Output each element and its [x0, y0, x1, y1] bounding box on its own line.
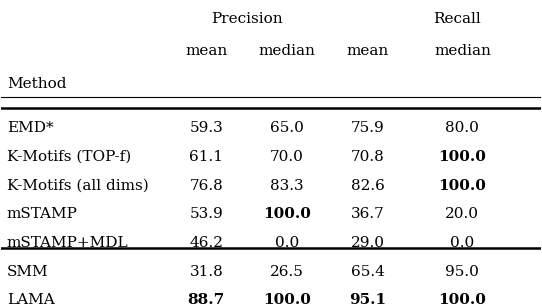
- Text: 20.0: 20.0: [446, 207, 480, 221]
- Text: 70.8: 70.8: [351, 150, 385, 164]
- Text: mean: mean: [347, 44, 389, 58]
- Text: Method: Method: [7, 76, 66, 91]
- Text: 100.0: 100.0: [263, 207, 311, 221]
- Text: mSTAMP: mSTAMP: [7, 207, 78, 221]
- Text: 0.0: 0.0: [450, 236, 475, 250]
- Text: 31.8: 31.8: [189, 265, 223, 279]
- Text: 65.4: 65.4: [351, 265, 385, 279]
- Text: Precision: Precision: [211, 12, 282, 26]
- Text: 26.5: 26.5: [270, 265, 304, 279]
- Text: mSTAMP+MDL: mSTAMP+MDL: [7, 236, 128, 250]
- Text: median: median: [259, 44, 315, 58]
- Text: LAMA: LAMA: [7, 293, 55, 306]
- Text: SMM: SMM: [7, 265, 48, 279]
- Text: 100.0: 100.0: [438, 150, 486, 164]
- Text: K-Motifs (TOP-f): K-Motifs (TOP-f): [7, 150, 131, 164]
- Text: 76.8: 76.8: [189, 179, 223, 193]
- Text: mean: mean: [185, 44, 228, 58]
- Text: 100.0: 100.0: [438, 293, 486, 306]
- Text: median: median: [434, 44, 491, 58]
- Text: Recall: Recall: [433, 12, 481, 26]
- Text: 29.0: 29.0: [351, 236, 385, 250]
- Text: EMD*: EMD*: [7, 121, 54, 136]
- Text: 88.7: 88.7: [188, 293, 225, 306]
- Text: 46.2: 46.2: [189, 236, 223, 250]
- Text: 75.9: 75.9: [351, 121, 385, 136]
- Text: 70.0: 70.0: [270, 150, 304, 164]
- Text: 95.0: 95.0: [446, 265, 479, 279]
- Text: 53.9: 53.9: [189, 207, 223, 221]
- Text: 95.1: 95.1: [350, 293, 386, 306]
- Text: 61.1: 61.1: [189, 150, 223, 164]
- Text: 36.7: 36.7: [351, 207, 385, 221]
- Text: 82.6: 82.6: [351, 179, 385, 193]
- Text: 100.0: 100.0: [263, 293, 311, 306]
- Text: 65.0: 65.0: [270, 121, 304, 136]
- Text: 83.3: 83.3: [270, 179, 304, 193]
- Text: 0.0: 0.0: [275, 236, 299, 250]
- Text: K-Motifs (all dims): K-Motifs (all dims): [7, 179, 149, 193]
- Text: 100.0: 100.0: [438, 179, 486, 193]
- Text: 80.0: 80.0: [446, 121, 479, 136]
- Text: 59.3: 59.3: [189, 121, 223, 136]
